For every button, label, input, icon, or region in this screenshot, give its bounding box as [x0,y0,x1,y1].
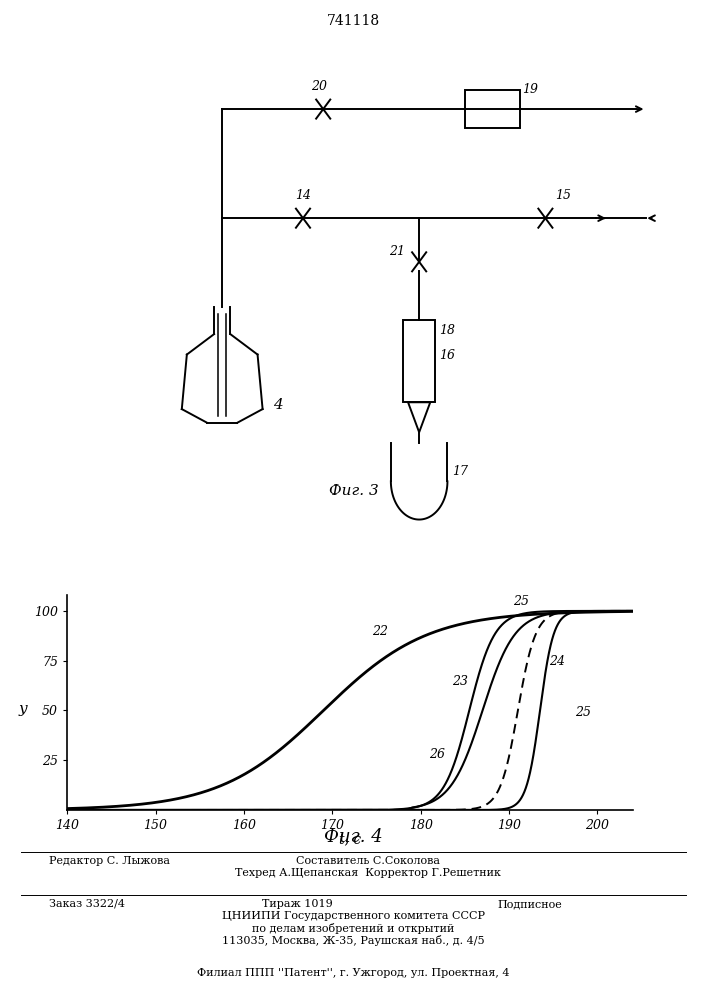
Text: Заказ 3322/4: Заказ 3322/4 [49,899,125,909]
Text: 23: 23 [452,675,467,688]
Text: Составитель С.Соколова: Составитель С.Соколова [296,856,440,866]
Text: Тираж 1019: Тираж 1019 [262,899,332,909]
Text: 14: 14 [295,189,311,202]
Text: ЦНИИПИ Государственного комитета СССР: ЦНИИПИ Государственного комитета СССР [222,911,485,921]
Text: 18: 18 [439,324,455,337]
Bar [464,90,520,128]
Y-axis label: y: y [18,702,28,716]
Bar [403,320,436,402]
Text: 25: 25 [575,706,591,719]
Text: по делам изобретений и открытий: по делам изобретений и открытий [252,923,455,934]
Text: Редактор С. Лыжова: Редактор С. Лыжова [49,856,170,866]
Text: 20: 20 [311,80,327,93]
Text: Филиал ППП ''Патент'', г. Ужгород, ул. Проектная, 4: Филиал ППП ''Патент'', г. Ужгород, ул. П… [197,968,510,978]
Text: 741118: 741118 [327,14,380,28]
Text: 24: 24 [549,655,565,668]
Text: 17: 17 [452,465,469,478]
Text: 19: 19 [522,83,538,96]
Text: 26: 26 [430,748,445,761]
Text: Техред А.Щепанская  Корректор Г.Решетник: Техред А.Щепанская Корректор Г.Решетник [235,868,501,878]
Text: 4: 4 [273,398,283,412]
Text: 21: 21 [389,245,405,258]
Text: Фиг. 3: Фиг. 3 [329,484,378,498]
X-axis label: t, c: t, c [339,833,361,847]
Text: 25: 25 [513,595,530,608]
Text: 22: 22 [372,625,388,638]
Text: 15: 15 [556,189,571,202]
Text: Фиг. 4: Фиг. 4 [324,828,383,846]
Text: Подписное: Подписное [498,899,563,909]
Text: 113035, Москва, Ж-35, Раушская наб., д. 4/5: 113035, Москва, Ж-35, Раушская наб., д. … [222,935,485,946]
Text: 16: 16 [439,349,455,362]
